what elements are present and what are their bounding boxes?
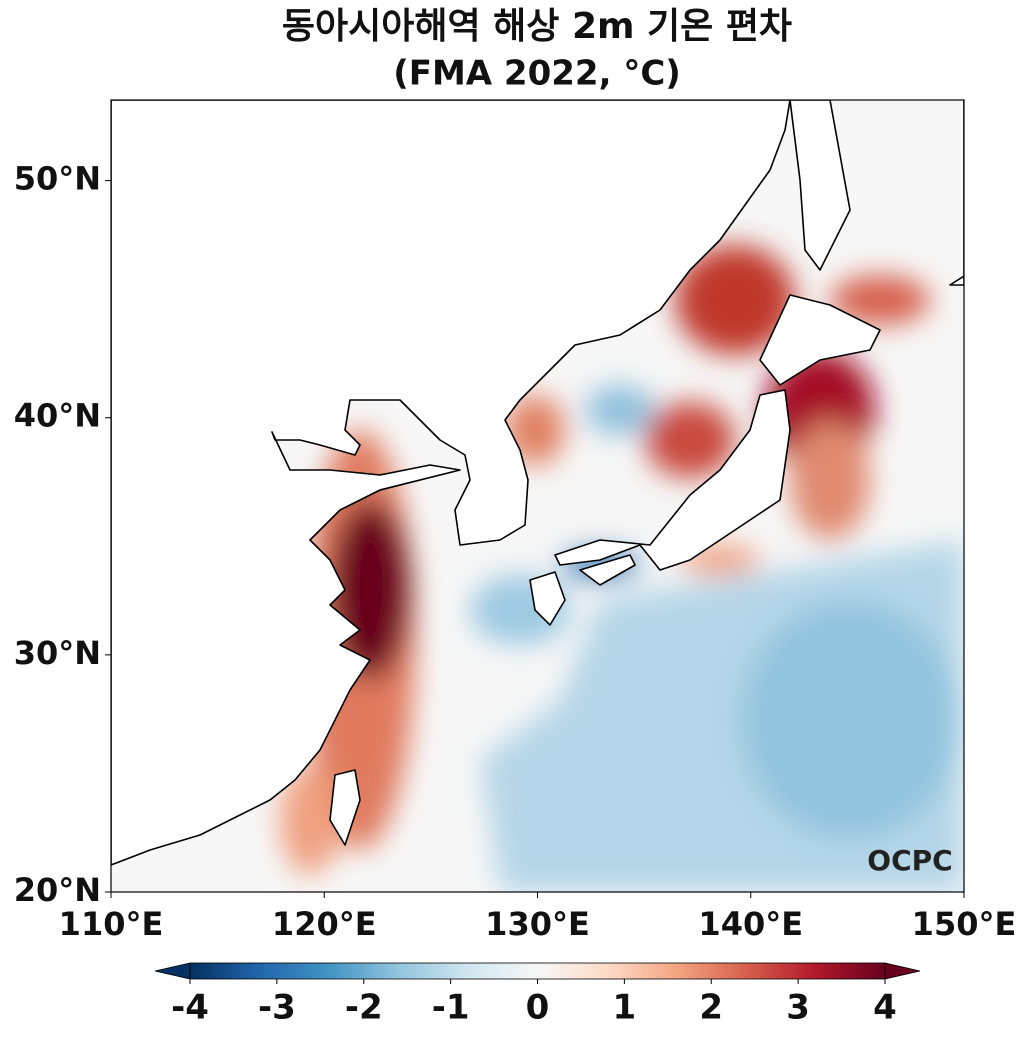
anomaly-field (280, 245, 964, 892)
y-tick-label: 40°N (14, 397, 101, 435)
colorbar-tick-label: -4 (171, 988, 209, 1028)
honshu (554, 389, 791, 571)
y-tick-label: 30°N (14, 634, 101, 672)
colorbar-tick-label: 2 (699, 988, 723, 1028)
chart-title: 동아시아해역 해상 2m 기온 편차 (282, 6, 792, 47)
x-tick-label: 150°E (912, 905, 1017, 943)
colorbar-tick-label: -3 (258, 988, 296, 1028)
colorbar-tick-label: -1 (432, 988, 470, 1028)
x-tick-label: 120°E (272, 905, 377, 943)
x-tick-label: 110°E (59, 905, 164, 943)
colorbar (189, 962, 886, 980)
colorbar-extend-low (154, 962, 191, 980)
colorbar-tick-label: 1 (613, 988, 637, 1028)
sakhalin (789, 100, 851, 271)
map (111, 100, 964, 892)
watermark: OCPC (867, 844, 952, 877)
colorbar-tick-label: 3 (786, 988, 810, 1028)
kamchatka (949, 100, 964, 286)
y-tick-label: 50°N (14, 160, 101, 198)
chart-subtitle: (FMA 2022, °C) (393, 54, 681, 94)
colorbar-tick-label: -2 (345, 988, 383, 1028)
hokkaido (759, 294, 881, 386)
taiwan (329, 769, 361, 846)
mainland (111, 100, 791, 866)
shikoku (579, 554, 636, 586)
kyushu (529, 571, 566, 626)
colorbar-tick-label: 0 (526, 988, 550, 1028)
x-tick-label: 130°E (485, 905, 590, 943)
y-tick-label: 20°N (14, 871, 101, 909)
x-tick-label: 140°E (698, 905, 803, 943)
colorbar-tick-label: 4 (873, 988, 897, 1028)
colorbar-extend-high (884, 962, 921, 980)
